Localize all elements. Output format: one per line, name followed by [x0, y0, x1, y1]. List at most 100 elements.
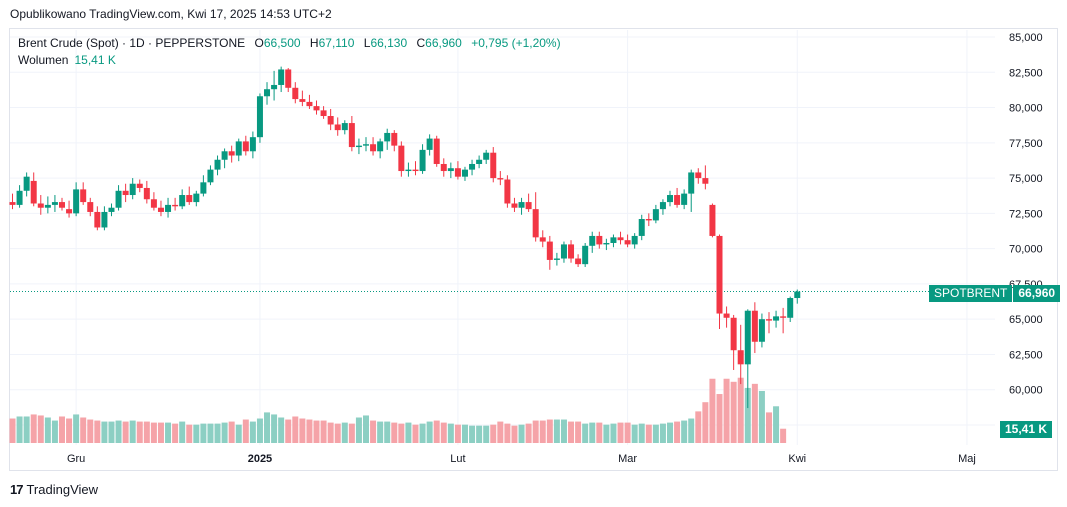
volume-bar: [532, 420, 539, 443]
x-tick-label: Lut: [450, 453, 465, 465]
volume-bar: [560, 419, 567, 443]
candle-body: [490, 152, 497, 179]
candle-body: [193, 193, 200, 203]
candle-body: [391, 132, 398, 146]
candle-body: [652, 209, 659, 221]
volume-bar: [66, 418, 73, 443]
candle-body: [758, 319, 765, 342]
volume-bar: [469, 425, 476, 443]
candle-body: [702, 178, 709, 184]
y-tick-label: 72,500: [1009, 208, 1043, 220]
volume-bar: [674, 421, 681, 443]
candle-body: [638, 219, 645, 236]
volume-bar: [688, 418, 695, 443]
candle-body: [539, 237, 546, 242]
volume-bar: [165, 422, 172, 443]
candle-body: [320, 110, 327, 117]
candle-body: [348, 123, 355, 148]
volume-bar: [136, 421, 143, 443]
legend-high: 67,110: [318, 36, 355, 50]
candle-body: [370, 144, 377, 152]
volume-bar: [681, 420, 688, 443]
volume-bar: [652, 424, 659, 443]
candle-body: [363, 144, 369, 146]
candle-body: [179, 195, 186, 207]
volume-bar: [709, 378, 716, 443]
chart-legend: Brent Crude (Spot) · 1D · PEPPERSTONE O6…: [18, 35, 561, 69]
volume-bar: [370, 420, 377, 443]
candle-body: [235, 141, 242, 156]
volume-bar: [525, 423, 532, 443]
volume-bar: [157, 422, 164, 443]
volume-bar: [363, 415, 369, 443]
volume-bar: [292, 416, 299, 443]
volume-bar: [546, 419, 553, 443]
y-tick-label: 75,000: [1009, 173, 1043, 185]
legend-high-label: H: [309, 36, 319, 50]
y-tick-label: 82,500: [1009, 67, 1043, 79]
volume-bar: [695, 411, 702, 443]
candle-body: [278, 69, 285, 85]
volume-bar: [568, 421, 575, 443]
candle-body: [645, 219, 652, 221]
candle-body: [476, 159, 483, 164]
volume-bar: [186, 424, 193, 443]
volume-bar: [504, 423, 511, 443]
volume-bar: [334, 423, 341, 443]
price-tag-symbol: SPOTBRENT: [929, 285, 1013, 302]
candle-body: [200, 182, 207, 194]
candle-body: [440, 163, 447, 172]
legend-open: 66,500: [263, 36, 301, 50]
tradingview-logo-text: TradingView: [26, 482, 99, 497]
candle-body: [228, 151, 235, 156]
candle-body: [447, 168, 454, 172]
candle-body: [143, 187, 150, 200]
volume-bar: [737, 377, 744, 443]
candle-body: [30, 180, 37, 204]
candle-body: [37, 203, 44, 208]
candle-body: [94, 211, 101, 228]
volume-bar: [44, 417, 51, 443]
candle-body: [582, 245, 589, 265]
volume-bar: [730, 381, 737, 443]
volume-bar: [447, 423, 454, 443]
candle-body: [264, 89, 271, 97]
volume-bar: [299, 418, 306, 443]
volume-bar: [476, 425, 483, 443]
y-tick-label: 65,000: [1009, 314, 1043, 326]
candle-body: [242, 141, 249, 152]
x-tick-label: Mar: [618, 453, 637, 465]
volume-bar: [765, 412, 772, 443]
volume-bar: [539, 420, 546, 443]
candle-body: [723, 313, 730, 318]
volume-bar: [228, 421, 235, 443]
candle-body: [787, 298, 794, 318]
legend-open-label: O: [254, 36, 264, 50]
tradingview-logo[interactable]: 17 TradingView: [10, 482, 98, 497]
candle-body: [80, 189, 87, 203]
candle-body: [384, 132, 391, 142]
volume-bar: [150, 422, 157, 443]
candle-body: [469, 163, 476, 170]
candle-body: [674, 195, 681, 205]
volume-bar: [221, 422, 228, 443]
candle-body: [23, 176, 30, 191]
volume-bar: [518, 424, 525, 443]
volume-bar: [702, 402, 709, 443]
volume-bar: [412, 424, 419, 443]
volume-bar: [249, 421, 256, 443]
candle-body: [122, 190, 129, 196]
volume-bar: [744, 387, 751, 443]
candle-body: [730, 317, 737, 351]
candle-body: [108, 207, 115, 212]
candle-body: [377, 141, 384, 152]
y-tick-label: 77,500: [1009, 138, 1043, 150]
volume-bar: [355, 417, 362, 443]
volume-bar: [433, 420, 440, 443]
candle-body: [596, 235, 603, 245]
volume-bar: [751, 383, 758, 443]
candle-body: [426, 138, 433, 150]
volume-bar: [9, 418, 16, 443]
volume-bar: [391, 422, 398, 443]
